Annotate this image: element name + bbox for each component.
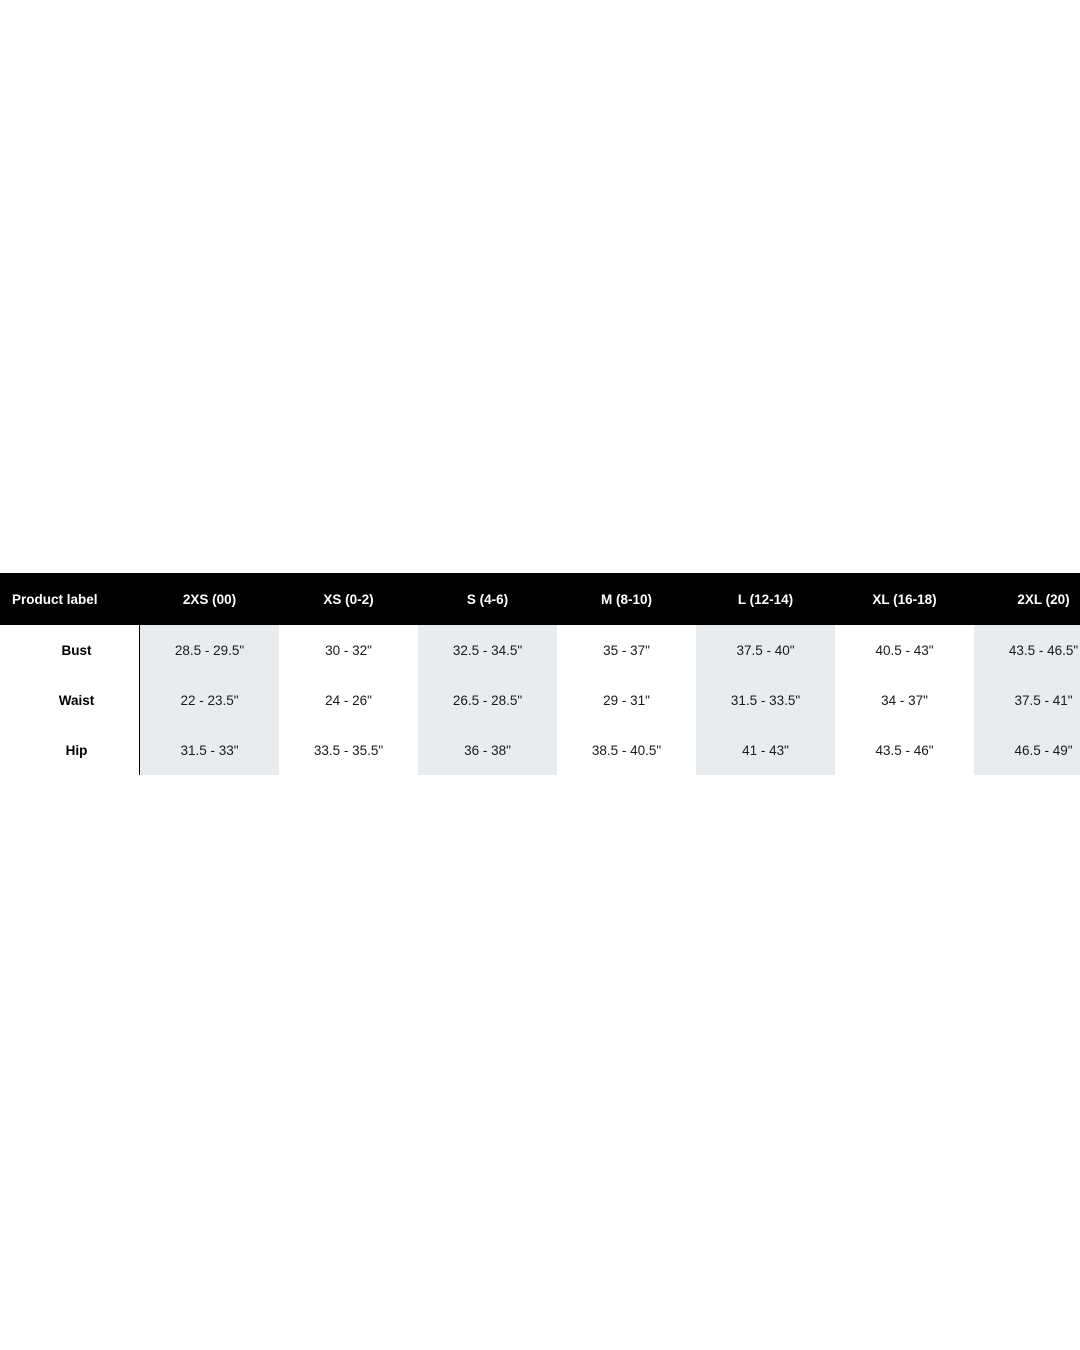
measurement-cell: 36 - 38" [464,742,511,758]
size-column: 37.5 - 40" 31.5 - 33.5" 41 - 43" [696,625,835,775]
measurement-cell: 33.5 - 35.5" [313,742,384,758]
measurement-cell: 24 - 26" [325,692,372,708]
size-column: 28.5 - 29.5" 22 - 23.5" 31.5 - 33" [140,625,279,775]
header-size: 2XS (00) [182,591,237,607]
header-product-label: Product label [12,591,98,607]
header-size: XL (16-18) [872,591,937,607]
row-label-column: Bust Waist Hip [0,625,140,775]
measurement-cell: 37.5 - 40" [736,642,795,658]
size-column: 35 - 37" 29 - 31" 38.5 - 40.5" [557,625,696,775]
row-label-hip: Hip [65,742,88,758]
header-size: XS (0-2) [323,591,374,607]
measurement-cell: 41 - 43" [742,742,789,758]
measurement-cell: 22 - 23.5" [180,692,239,708]
measurement-cell: 35 - 37" [603,642,650,658]
size-chart-body: Bust Waist Hip 28.5 - 29.5" 22 - 23.5" 31.5 … [0,625,1080,775]
measurement-cell: 26.5 - 28.5" [452,692,523,708]
measurement-cell: 28.5 - 29.5" [174,642,245,658]
size-column: 30 - 32" 24 - 26" 33.5 - 35.5" [279,625,418,775]
header-size: L (12-14) [737,591,794,607]
measurement-cell: 32.5 - 34.5" [452,642,523,658]
size-chart-table: Product label 2XS (00) XS (0-2) S (4-6) M (… [0,573,1080,775]
measurement-cell: 38.5 - 40.5" [591,742,662,758]
measurement-cell: 37.5 - 41" [1014,692,1073,708]
measurement-cell: 31.5 - 33.5" [730,692,801,708]
size-chart-header-row: Product label 2XS (00) XS (0-2) S (4-6) M (… [0,573,1080,625]
measurement-cell: 29 - 31" [603,692,650,708]
header-size: 2XL (20) [1017,591,1070,607]
size-column: 40.5 - 43" 34 - 37" 43.5 - 46" [835,625,974,775]
measurement-cell: 46.5 - 49" [1014,742,1073,758]
measurement-cell: 40.5 - 43" [875,642,934,658]
measurement-cell: 34 - 37" [881,692,928,708]
row-label-waist: Waist [58,692,95,708]
measurement-cell: 31.5 - 33" [180,742,239,758]
measurement-cell: 43.5 - 46" [875,742,934,758]
row-label-bust: Bust [61,642,92,658]
measurement-cell: 30 - 32" [325,642,372,658]
measurement-cell: 43.5 - 46.5" [1008,642,1079,658]
header-size: M (8-10) [600,591,652,607]
header-size: S (4-6) [466,591,509,607]
size-column: 43.5 - 46.5" 37.5 - 41" 46.5 - 49" [974,625,1080,775]
size-column: 32.5 - 34.5" 26.5 - 28.5" 36 - 38" [418,625,557,775]
